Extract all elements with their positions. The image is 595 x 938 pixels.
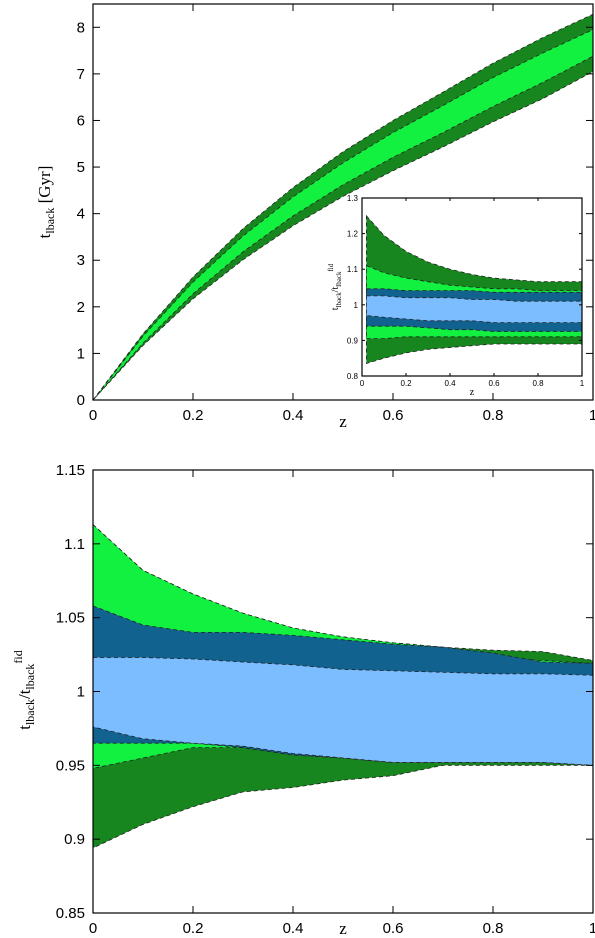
bottom-y-tick-label: 1.05 — [56, 610, 85, 627]
top-plot-frame — [92, 3, 594, 401]
bottom-x-axis-title: z — [339, 919, 347, 938]
inset-x-tick-label: 0 — [360, 379, 365, 388]
bottom-ylabel-a: t — [15, 725, 34, 730]
inset-bands — [366, 214, 583, 365]
inset-y-tick-label: 1 — [354, 301, 359, 310]
top-ylabel-suffix: [Gyr] — [35, 166, 54, 208]
bottom-x-tick-label: 0.4 — [283, 920, 304, 937]
bottom-y-tick-label: 1 — [77, 684, 85, 701]
bottom-y-axis-title: tlback/tlbackfid — [11, 650, 37, 730]
inset-ylabel-b-sub: lback — [335, 271, 343, 287]
inset-y-tick-label: 0.8 — [347, 372, 359, 381]
top-x-tick-label: 0 — [89, 407, 97, 424]
bottom-x-tick-label: 1 — [589, 920, 595, 937]
top-y-tick-label: 0 — [77, 392, 85, 409]
top-ylabel-sub: lback — [43, 208, 57, 234]
top-band-light-green — [92, 28, 594, 401]
top-y-tick-label: 6 — [77, 112, 85, 129]
bottom-y-tick-label: 0.9 — [64, 831, 85, 848]
bottom-ylabel-b: /t — [15, 689, 34, 699]
bottom-y-tick-label: 0.85 — [56, 905, 85, 922]
inset-band-light-blue — [366, 295, 583, 323]
inset-y-tick-label: 1.2 — [347, 230, 359, 239]
top-x-axis-title: z — [339, 412, 347, 431]
top-x-tick-label: 1 — [589, 407, 595, 424]
bottom-x-tick-label: 0.8 — [483, 920, 504, 937]
inset-y-tick-label: 1.1 — [347, 265, 359, 274]
top-y-tick-label: 5 — [77, 159, 85, 176]
inset-x-tick-label: 0.2 — [400, 379, 412, 388]
bottom-ylabel-a-sub: lback — [23, 699, 37, 725]
top-ylabel-main: t — [35, 233, 54, 238]
bottom-ylabel-b-sup: fid — [11, 650, 25, 663]
bottom-y-tick-label: 1.15 — [56, 462, 85, 479]
bottom-x-tick-label: 0.6 — [383, 920, 404, 937]
top-x-tick-label: 0.8 — [483, 407, 504, 424]
inset-ylabel-b-sup: fid — [327, 263, 335, 271]
inset-y-axis-title: tlback/tlbackfid — [327, 263, 343, 310]
inset-ylabel-b: /t — [330, 287, 341, 293]
top-y-tick-label: 2 — [77, 299, 85, 316]
top-x-tick-label: 0.4 — [283, 407, 304, 424]
inset-x-tick-label: 0.8 — [532, 379, 544, 388]
inset-plot-frame — [361, 197, 583, 377]
top-y-tick-label: 3 — [77, 252, 85, 269]
top-y-tick-label: 1 — [77, 345, 85, 362]
bottom-y-tick-label: 1.1 — [64, 536, 85, 553]
inset-x-tick-label: 1 — [580, 379, 585, 388]
inset-panel: 0 0.2 0.4 0.6 0.8 10.80.911.11.21.3 z tlback/… — [327, 194, 585, 398]
inset-x-tick-label: 0.4 — [444, 379, 456, 388]
top-ticks: 0 0.2 0.4 0.6 0.8 1 0 1 2 3 4 5 6 7 8 — [77, 4, 595, 424]
bottom-y-tick-label: 0.95 — [56, 757, 85, 774]
bottom-ticks: 0 0.2 0.4 0.6 0.8 1 0.85 0.9 0.95 1 1.05 1.1 1.15 — [56, 462, 595, 937]
inset-x-tick-label: 0.6 — [488, 379, 500, 388]
inset-y-tick-label: 0.9 — [347, 336, 359, 345]
bottom-x-tick-label: 0.2 — [183, 920, 204, 937]
inset-y-tick-label: 1.3 — [347, 194, 359, 203]
bottom-x-tick-label: 0 — [89, 920, 97, 937]
inset-x-axis-title: z — [470, 387, 475, 398]
inset-ylabel-a-sub: lback — [335, 292, 343, 308]
top-x-tick-label: 0.2 — [183, 407, 204, 424]
top-y-tick-label: 7 — [77, 66, 85, 83]
top-y-tick-label: 8 — [77, 19, 85, 36]
top-x-tick-label: 0.6 — [383, 407, 404, 424]
top-y-axis-title: tlback [Gyr] — [35, 166, 57, 239]
inset-ticks: 0 0.2 0.4 0.6 0.8 1 0.8 0.9 1 1.1 1.2 1.3 — [347, 194, 585, 388]
top-y-tick-label: 4 — [77, 206, 85, 223]
bottom-bands — [92, 523, 594, 849]
bottom-ylabel-b-sub: lback — [23, 664, 37, 690]
inset-ylabel-a: t — [330, 307, 341, 310]
